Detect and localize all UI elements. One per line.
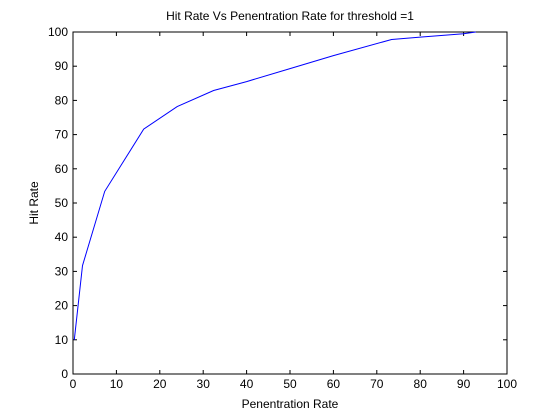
y-tick-label: 30 [55,264,69,278]
y-tick-label: 60 [55,162,69,176]
y-tick-label: 70 [55,128,69,142]
y-axis-label: Hit Rate [27,181,41,225]
y-tick-label: 50 [55,196,69,210]
y-tick-label: 40 [55,230,69,244]
x-tick-label: 10 [110,377,124,391]
x-tick-label: 70 [370,377,384,391]
x-tick-label: 20 [153,377,167,391]
x-tick-label: 90 [457,377,471,391]
x-tick-label: 40 [240,377,254,391]
plot-area [72,31,508,375]
axis-ticks [72,31,508,375]
hit-rate-series-line [73,31,476,340]
chart-title: Hit Rate Vs Penentration Rate for thresh… [166,9,414,23]
x-tick-label: 0 [70,377,77,391]
x-tick-label: 50 [283,377,297,391]
y-tick-label: 0 [61,367,68,381]
x-tick-label: 60 [327,377,341,391]
y-tick-label: 90 [55,59,69,73]
y-tick-label: 80 [55,93,69,107]
y-tick-label: 10 [55,333,69,347]
x-tick-label: 30 [197,377,211,391]
x-tick-label: 80 [414,377,428,391]
x-tick-label: 100 [497,377,517,391]
axis-tick-labels: 0 10 20 30 40 50 60 70 80 90 100 0 10 20 30 40 50 60 70 80 9… [48,25,517,391]
x-axis-label: Penentration Rate [242,397,339,411]
y-tick-label: 20 [55,299,69,313]
y-tick-label: 100 [48,25,68,39]
